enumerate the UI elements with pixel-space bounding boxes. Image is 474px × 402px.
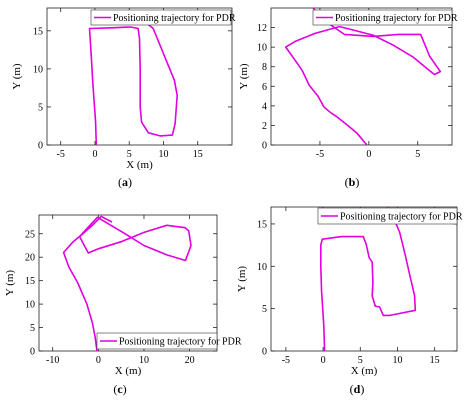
plot-area: [270, 206, 458, 352]
legend: Positioning trajectory for PDR: [90, 9, 236, 26]
panel-d: -5 0 5 10 15 0 5 10 15 Positioning trajectory for…: [236, 206, 463, 396]
legend-box: [312, 9, 453, 26]
x-tick-label: 15: [430, 355, 440, 366]
x-tick-label: 0: [92, 149, 97, 160]
x-tick-label: 20: [185, 355, 195, 366]
legend-box: [90, 9, 232, 26]
y-axis-label: Y (m): [4, 270, 16, 297]
y-tick-label: 15: [25, 276, 35, 287]
panel-a: -5 0 5 10 15 0 5 10 15 Positioning trajectory for…: [11, 7, 236, 189]
legend-label: Positioning trajectory for PDR: [113, 13, 236, 24]
y-tick-label: 8: [262, 62, 267, 73]
x-axis-label: X (m): [115, 365, 142, 377]
legend-box: [96, 332, 218, 350]
panel-c: -10 0 10 20 0 5 10 15 20 25 Positioning trajectory…: [4, 214, 242, 396]
panel-label: (b): [345, 175, 360, 189]
x-tick-label: -5: [316, 149, 324, 160]
legend-box: [317, 207, 458, 225]
y-tick-label: 25: [25, 229, 35, 240]
y-tick-label: 10: [257, 43, 267, 54]
y-tick-label: 12: [257, 23, 267, 34]
y-tick-label: 0: [262, 141, 267, 152]
legend-label: Positioning trajectory for PDR: [119, 337, 242, 348]
y-tick-label: 15: [33, 26, 43, 37]
x-tick-label: -10: [46, 355, 59, 366]
x-tick-label: 5: [127, 149, 132, 160]
x-tick-label: 15: [193, 149, 203, 160]
panel-label: (c): [113, 382, 126, 396]
x-axis-label: X (m): [126, 159, 153, 171]
y-tick-label: 0: [38, 141, 43, 152]
x-tick-label: 0: [366, 149, 371, 160]
y-tick-label: 10: [33, 64, 43, 75]
legend-label: Positioning trajectory for PDR: [340, 212, 463, 223]
x-tick-label: 10: [392, 355, 402, 366]
y-tick-label: 5: [262, 304, 267, 315]
trajectory-line: [284, 8, 442, 145]
trajectory-line: [88, 16, 178, 145]
x-tick-label: 10: [139, 355, 149, 366]
x-tick-label: 0: [96, 355, 101, 366]
y-axis-label: Y (m): [238, 63, 250, 90]
x-tick-label: -5: [282, 355, 290, 366]
x-axis-label: X (m): [351, 365, 378, 377]
y-tick-label: 0: [262, 347, 267, 358]
y-tick-label: 2: [262, 121, 267, 132]
legend: Positioning trajectory for PDR: [312, 9, 458, 26]
y-tick-label: 15: [257, 219, 267, 230]
x-tick-label: 5: [358, 355, 363, 366]
y-tick-label: 5: [38, 102, 43, 113]
panel-b: -5 0 5 0 2 4 6 8 10 12 Positioning trajectory for …: [238, 7, 458, 189]
y-axis-label: Y (m): [11, 63, 23, 90]
y-tick-label: 6: [262, 82, 267, 93]
panel-label: (d): [350, 382, 365, 396]
y-tick-label: 10: [25, 300, 35, 311]
x-tick-label: 5: [415, 149, 420, 160]
trajectory-line: [62, 215, 192, 351]
trajectory-line: [319, 207, 417, 351]
panel-label: (a): [118, 175, 132, 189]
y-tick-label: 5: [30, 323, 35, 334]
x-tick-label: 10: [158, 149, 168, 160]
legend-label: Positioning trajectory for PDR: [335, 13, 458, 24]
y-tick-label: 10: [257, 262, 267, 273]
y-tick-label: 20: [25, 253, 35, 264]
plot-area: [38, 214, 218, 352]
y-tick-label: 4: [262, 101, 267, 112]
legend: Positioning trajectory for PDR: [317, 207, 463, 225]
x-tick-label: -5: [57, 149, 65, 160]
plot-area: [270, 7, 453, 146]
y-tick-label: 0: [30, 347, 35, 358]
x-tick-label: 0: [321, 355, 326, 366]
legend: Positioning trajectory for PDR: [96, 332, 242, 350]
y-axis-label: Y (m): [236, 266, 248, 293]
